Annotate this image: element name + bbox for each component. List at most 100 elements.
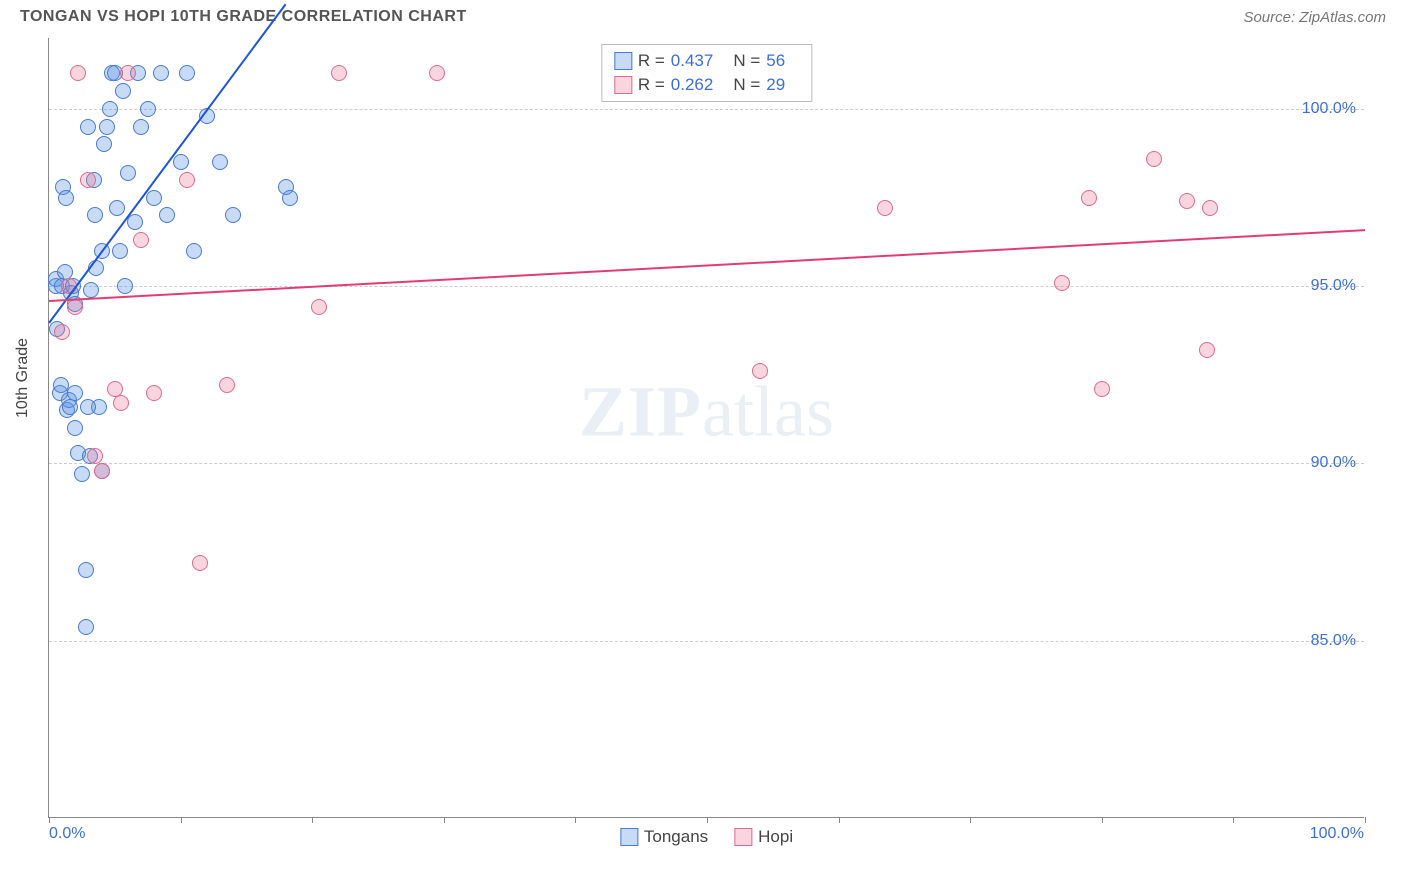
data-point [179,65,195,81]
legend-n-label: N = [733,75,760,95]
data-point [113,395,129,411]
data-point [282,190,298,206]
data-point [109,200,125,216]
data-point [1081,190,1097,206]
data-point [1146,151,1162,167]
data-point [1179,193,1195,209]
data-point [140,101,156,117]
data-point [186,243,202,259]
x-tick-mark [575,817,576,823]
gridline [49,286,1364,287]
data-point [78,619,94,635]
y-tick-label: 90.0% [1311,454,1356,472]
data-point [192,555,208,571]
gridline [49,463,1364,464]
legend-swatch [620,828,638,846]
y-tick-label: 85.0% [1311,632,1356,650]
x-tick-mark [312,817,313,823]
plot-region: ZIPatlas R =0.437N =56R =0.262N =29 Tong… [48,38,1364,818]
correlation-legend: R = 0.437 N = 56 R = 0.262 N = 29 [601,44,812,102]
data-point [96,136,112,152]
series-legend: Tongans Hopi [620,827,793,847]
data-point [115,83,131,99]
legend-swatch [614,76,632,94]
data-point [80,119,96,135]
x-tick-mark [839,817,840,823]
gridline [49,641,1364,642]
data-point [1202,200,1218,216]
x-tick-mark [1102,817,1103,823]
legend-label: Hopi [758,827,793,847]
watermark: ZIPatlas [579,370,834,453]
legend-n-label: N = [733,51,760,71]
data-point [67,420,83,436]
trend-line [48,3,286,323]
data-point [331,65,347,81]
data-point [112,243,128,259]
data-point [1199,342,1215,358]
gridline [49,109,1364,110]
y-tick-label: 95.0% [1311,277,1356,295]
chart-header: TONGAN VS HOPI 10TH GRADE CORRELATION CH… [0,0,1406,30]
data-point [146,190,162,206]
chart-title: TONGAN VS HOPI 10TH GRADE CORRELATION CH… [20,8,467,26]
trend-line [49,229,1365,302]
x-tick-mark [49,817,50,823]
data-point [429,65,445,81]
legend-n-value: 56 [766,51,785,71]
data-point [752,363,768,379]
data-point [83,282,99,298]
data-point [877,200,893,216]
data-point [120,65,136,81]
legend-label: Tongans [644,827,708,847]
data-point [212,154,228,170]
legend-n-value: 29 [766,75,785,95]
data-point [311,299,327,315]
data-point [159,207,175,223]
legend-item: Tongans [620,827,708,847]
x-tick-mark [181,817,182,823]
data-point [78,562,94,578]
x-tick-mark [970,817,971,823]
legend-swatch [734,828,752,846]
legend-r-value: 0.262 [671,75,714,95]
data-point [70,65,86,81]
data-point [117,278,133,294]
legend-row: R = 0.262 N = 29 [614,73,799,97]
data-point [219,377,235,393]
data-point [74,466,90,482]
x-tick-mark [1233,817,1234,823]
x-tick-mark [1365,817,1366,823]
data-point [133,119,149,135]
x-tick-mark [707,817,708,823]
legend-swatch [614,52,632,70]
chart-area: 10th Grade ZIPatlas R =0.437N =56R =0.26… [18,38,1388,878]
data-point [225,207,241,223]
data-point [80,172,96,188]
data-point [120,165,136,181]
data-point [173,154,189,170]
data-point [146,385,162,401]
data-point [94,463,110,479]
data-point [80,399,96,415]
data-point [99,119,115,135]
x-tick-mark [444,817,445,823]
data-point [102,101,118,117]
legend-item: Hopi [734,827,793,847]
legend-r-value: 0.437 [671,51,714,71]
legend-r-label: R = [638,75,665,95]
y-tick-label: 100.0% [1302,100,1356,118]
data-point [87,207,103,223]
legend-r-label: R = [638,51,665,71]
data-point [179,172,195,188]
y-axis-label: 10th Grade [14,338,32,418]
data-point [54,324,70,340]
legend-row: R = 0.437 N = 56 [614,49,799,73]
data-point [67,385,83,401]
data-point [133,232,149,248]
data-point [58,190,74,206]
x-tick-label: 0.0% [49,825,85,843]
data-point [1094,381,1110,397]
data-point [153,65,169,81]
data-point [1054,275,1070,291]
